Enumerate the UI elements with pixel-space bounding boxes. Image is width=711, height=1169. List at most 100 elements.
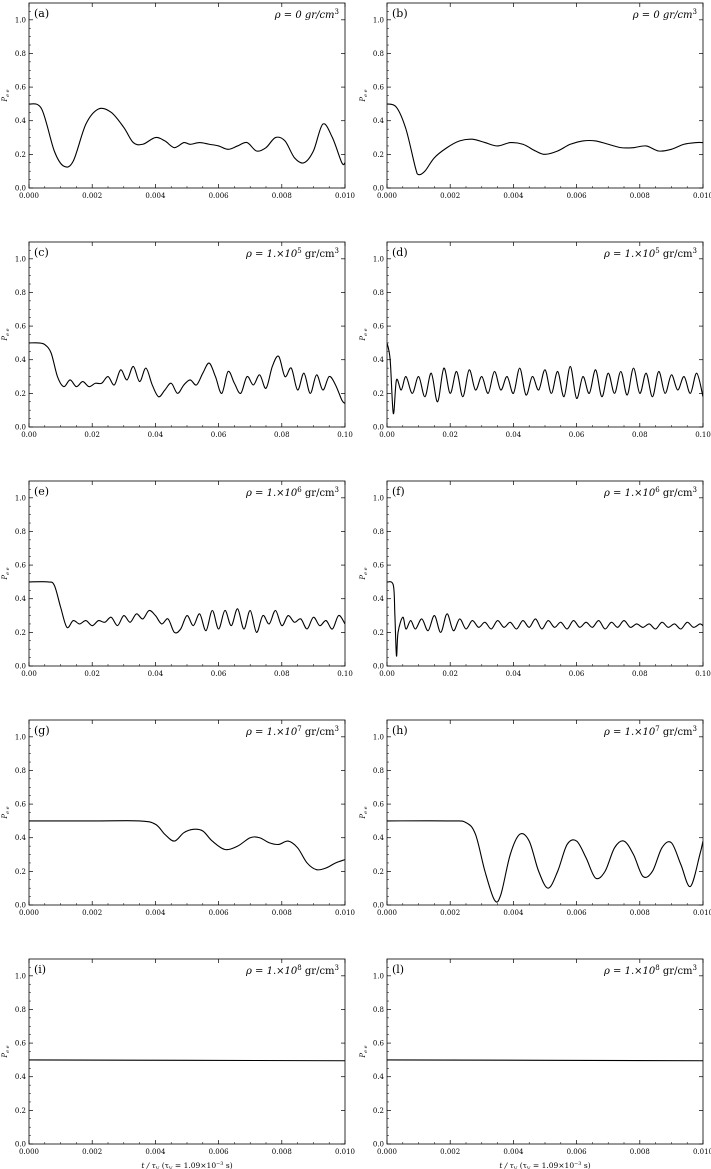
- x-tick-label: 0.010: [335, 192, 355, 200]
- panel-i: 0.0 0.2 0.4 0.6 0.8 1.0 0.000 0.002 0.004 0.006 0.…: [1, 958, 355, 1169]
- x-tick-label: 0.004: [145, 1148, 166, 1156]
- y-tick-label: 1.0: [373, 972, 384, 980]
- y-tick-label: 0.8: [15, 767, 26, 775]
- y-tick-label: 0.8: [373, 50, 384, 58]
- x-tick-label: 0.02: [84, 670, 100, 678]
- y-tick-label: 0.8: [373, 289, 384, 297]
- x-tick-label: 0.006: [567, 909, 588, 917]
- plot-frame: [386, 241, 704, 428]
- y-tick-label: 1.0: [15, 255, 26, 263]
- y-tick-label: 0.4: [15, 356, 27, 364]
- panel-label: (g): [34, 724, 50, 737]
- x-tick-label: 0.02: [84, 431, 100, 439]
- x-tick-label: 0.000: [19, 909, 39, 917]
- x-tick-label: 0.010: [693, 192, 711, 200]
- plot-frame: [386, 719, 704, 906]
- x-tick-label: 0.10: [695, 431, 711, 439]
- y-tick-label: 0.4: [373, 117, 385, 125]
- series-line-d: [387, 342, 703, 415]
- y-tick-label: 0.0: [373, 424, 384, 432]
- y-tick-label: 1.0: [15, 16, 26, 24]
- y-tick-label: 0.4: [373, 595, 385, 603]
- x-tick-label: 0.004: [503, 192, 524, 200]
- y-tick-label: 0.2: [15, 390, 26, 398]
- y-tick-label: 1.0: [15, 494, 26, 502]
- y-axis-label: Pe e: [359, 806, 369, 819]
- y-tick-label: 0.0: [373, 1141, 384, 1149]
- panel-label: (f): [392, 485, 405, 498]
- panel-l: 0.0 0.2 0.4 0.6 0.8 1.0 0.000 0.002 0.004 0.006 0.…: [359, 958, 711, 1169]
- x-tick-label: 0.006: [567, 1148, 588, 1156]
- y-tick-label: 0.6: [373, 323, 385, 331]
- x-tick-label: 0.006: [209, 192, 230, 200]
- y-axis-label: Pe e: [1, 567, 11, 580]
- series-line-h: [387, 820, 703, 903]
- y-tick-label: 0.4: [15, 117, 27, 125]
- x-axis-label: t / τV (τV = 1.09×10−3 s): [141, 1161, 232, 1169]
- x-tick-label: 0.06: [569, 431, 585, 439]
- y-tick-label: 0.8: [373, 528, 384, 536]
- x-tick-label: 0.006: [567, 192, 588, 200]
- x-tick-label: 0.08: [632, 670, 648, 678]
- x-tick-label: 0.006: [209, 1148, 230, 1156]
- y-tick-label: 0.0: [15, 1141, 26, 1149]
- y-tick-label: 0.6: [373, 84, 385, 92]
- x-tick-label: 0.02: [442, 431, 458, 439]
- x-tick-label: 0.02: [442, 670, 458, 678]
- x-tick-label: 0.002: [82, 1148, 102, 1156]
- x-tick-label: 0.004: [503, 1148, 524, 1156]
- series-line-g: [29, 820, 345, 871]
- y-tick-label: 1.0: [15, 733, 26, 741]
- x-tick-label: 0.10: [337, 670, 353, 678]
- y-tick-label: 0.4: [15, 834, 27, 842]
- panel-h: 0.0 0.2 0.4 0.6 0.8 1.0 0.000 0.002 0.004 0.006 0.…: [359, 719, 711, 917]
- x-tick-label: 0.04: [506, 670, 522, 678]
- panel-label: (d): [392, 246, 408, 259]
- x-tick-label: 0.002: [82, 192, 102, 200]
- y-axis-label: Pe e: [359, 89, 369, 102]
- y-tick-label: 0.6: [373, 562, 385, 570]
- y-tick-label: 0.6: [373, 1040, 385, 1048]
- density-label: ρ = 1.×106 gr/cm3: [245, 486, 339, 499]
- x-axis-label: t / τV (τV = 1.09×10−3 s): [499, 1161, 590, 1169]
- density-label: ρ = 0 gr/cm3: [632, 8, 697, 21]
- y-axis-label: Pe e: [1, 806, 11, 819]
- x-tick-label: 0.04: [506, 431, 522, 439]
- x-tick-label: 0.008: [630, 909, 650, 917]
- y-tick-label: 0.2: [373, 390, 384, 398]
- x-tick-label: 0.010: [693, 909, 711, 917]
- panel-d: 0.0 0.2 0.4 0.6 0.8 1.0 0.00 0.02 0.04 0.06 0.08 0.…: [359, 241, 711, 439]
- plot-frame: [386, 958, 704, 1145]
- series-line-f: [387, 581, 703, 657]
- x-tick-label: 0.000: [377, 909, 397, 917]
- y-axis-label: Pe e: [1, 328, 11, 341]
- series-line-l: [387, 1059, 703, 1062]
- x-tick-label: 0.00: [21, 431, 37, 439]
- y-tick-label: 0.2: [373, 868, 384, 876]
- panel-c: 0.0 0.2 0.4 0.6 0.8 1.0 0.00 0.02 0.04 0.06 0.08 0.…: [1, 241, 353, 439]
- x-tick-label: 0.00: [379, 431, 395, 439]
- y-tick-label: 0.4: [15, 595, 27, 603]
- x-tick-label: 0.002: [440, 192, 460, 200]
- density-label: ρ = 1.×107 gr/cm3: [245, 725, 339, 738]
- series-line-a: [29, 103, 345, 168]
- density-label: ρ = 1.×105 gr/cm3: [603, 247, 697, 260]
- plot-frame: [28, 719, 346, 906]
- y-tick-label: 0.8: [373, 767, 384, 775]
- panel-label: (e): [34, 485, 49, 498]
- x-tick-label: 0.008: [630, 1148, 650, 1156]
- x-tick-label: 0.000: [19, 1148, 39, 1156]
- x-tick-label: 0.004: [145, 909, 166, 917]
- y-tick-label: 0.4: [15, 1073, 27, 1081]
- y-tick-label: 0.6: [15, 84, 27, 92]
- y-tick-label: 0.8: [15, 1006, 26, 1014]
- panel-f: 0.0 0.2 0.4 0.6 0.8 1.0 0.00 0.02 0.04 0.06 0.08 0.…: [359, 480, 711, 678]
- x-tick-label: 0.10: [695, 670, 711, 678]
- x-tick-label: 0.06: [211, 670, 227, 678]
- x-tick-label: 0.000: [19, 192, 39, 200]
- plot-frame: [28, 241, 346, 428]
- y-tick-label: 0.6: [373, 801, 385, 809]
- x-tick-label: 0.010: [335, 909, 355, 917]
- density-label: ρ = 0 gr/cm3: [274, 8, 339, 21]
